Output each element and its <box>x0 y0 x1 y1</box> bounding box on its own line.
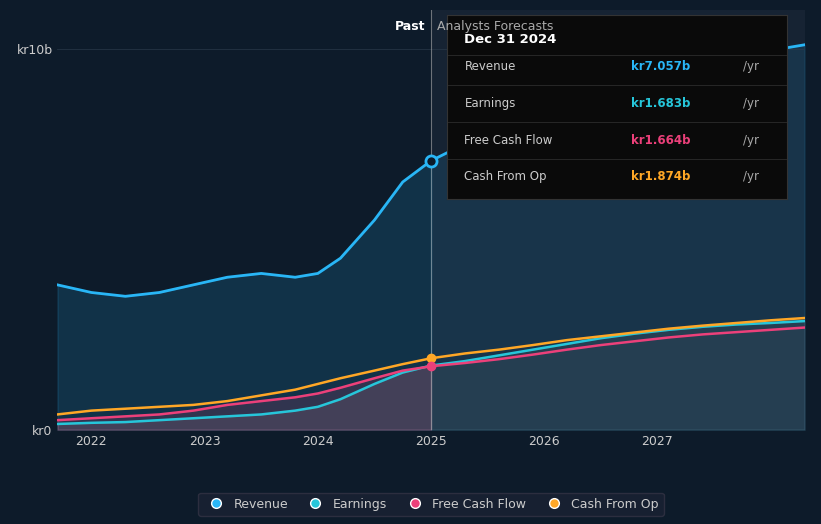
Bar <box>57 10 431 430</box>
Bar <box>431 10 805 430</box>
Legend: Revenue, Earnings, Free Cash Flow, Cash From Op: Revenue, Earnings, Free Cash Flow, Cash … <box>199 493 663 516</box>
Text: Past: Past <box>395 20 425 32</box>
Text: Analysts Forecasts: Analysts Forecasts <box>437 20 553 32</box>
